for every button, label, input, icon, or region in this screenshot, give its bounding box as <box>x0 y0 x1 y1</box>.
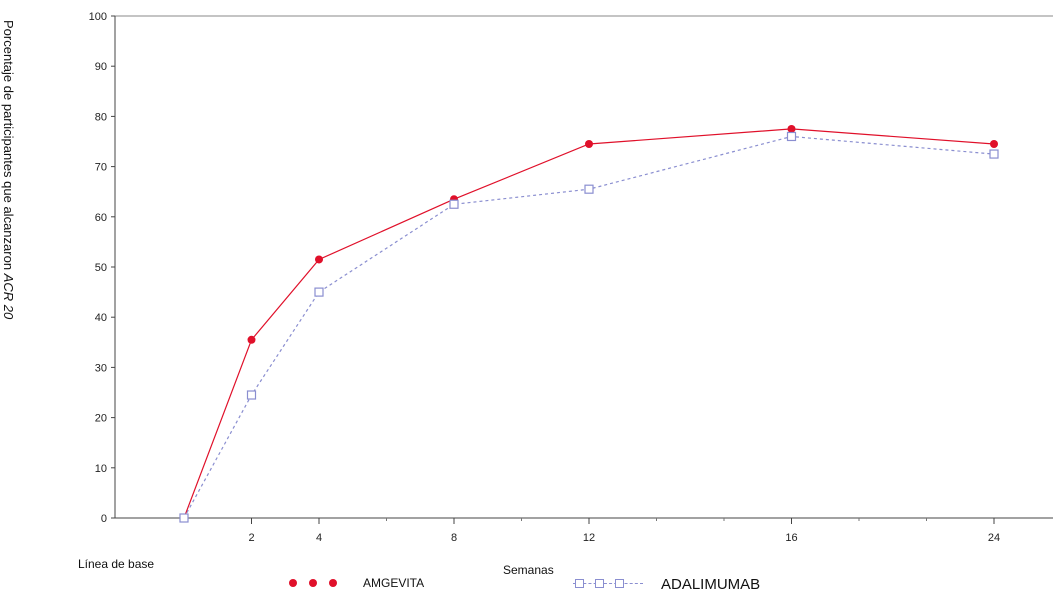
data-point-amgevita <box>787 124 796 133</box>
data-point-adalimumab <box>179 513 189 523</box>
data-point-amgevita <box>315 255 323 264</box>
legend-marker <box>575 579 584 588</box>
y-tick-label: 50 <box>95 262 107 274</box>
x-tick-label: 12 <box>583 532 595 544</box>
data-point-adalimumab <box>786 131 797 142</box>
x-tick-label: 4 <box>316 532 322 544</box>
data-point-adalimumab <box>989 149 999 159</box>
y-tick-label: 60 <box>95 212 107 224</box>
y-tick-label: 20 <box>95 413 107 425</box>
legend-label-adalimumab: ADALIMUMAB <box>661 575 761 593</box>
legend-line <box>573 583 643 584</box>
x-tick-label: 8 <box>451 532 457 544</box>
data-point-adalimumab <box>246 390 257 400</box>
y-tick-label: 80 <box>95 111 107 123</box>
y-axis-title-unit: ACR 20 <box>1 273 16 320</box>
x-tick-label: 16 <box>785 532 797 544</box>
legend-marker <box>595 579 604 588</box>
y-tick-label: 100 <box>89 11 107 23</box>
data-point-amgevita <box>585 140 593 149</box>
y-tick-label: 0 <box>101 513 107 525</box>
x-axis-title: Semanas <box>503 563 554 577</box>
legend-marker <box>289 579 297 587</box>
legend-label-amgevita: AMGEVITA <box>363 576 425 590</box>
y-axis-title-main: Porcentaje de participantes que alcanzar… <box>1 20 16 274</box>
baseline-label: Línea de base <box>78 557 155 571</box>
y-axis-title: Porcentaje de participantes que alcanzar… <box>1 20 16 319</box>
data-point-adalimumab <box>449 199 459 209</box>
x-tick-label: 24 <box>988 532 1000 544</box>
legend-entry-adalimumab: ADALIMUMAB <box>573 575 760 593</box>
legend-entry-amgevita: AMGEVITA <box>289 575 424 591</box>
legend-marker <box>309 579 317 587</box>
data-point-adalimumab <box>584 184 594 194</box>
y-tick-label: 70 <box>95 162 107 174</box>
legend-marker <box>329 579 337 587</box>
y-tick-label: 40 <box>95 312 107 324</box>
y-tick-label: 90 <box>95 61 107 73</box>
legend-symbol-amgevita <box>289 576 347 590</box>
legend-symbol-adalimumab <box>573 577 643 591</box>
y-tick-label: 10 <box>95 463 107 475</box>
y-tick-label: 30 <box>95 362 107 374</box>
data-point-amgevita <box>990 140 998 149</box>
legend-marker <box>615 579 624 588</box>
data-point-adalimumab <box>314 287 324 297</box>
x-tick-label: 2 <box>248 532 254 544</box>
data-point-amgevita <box>247 335 256 344</box>
